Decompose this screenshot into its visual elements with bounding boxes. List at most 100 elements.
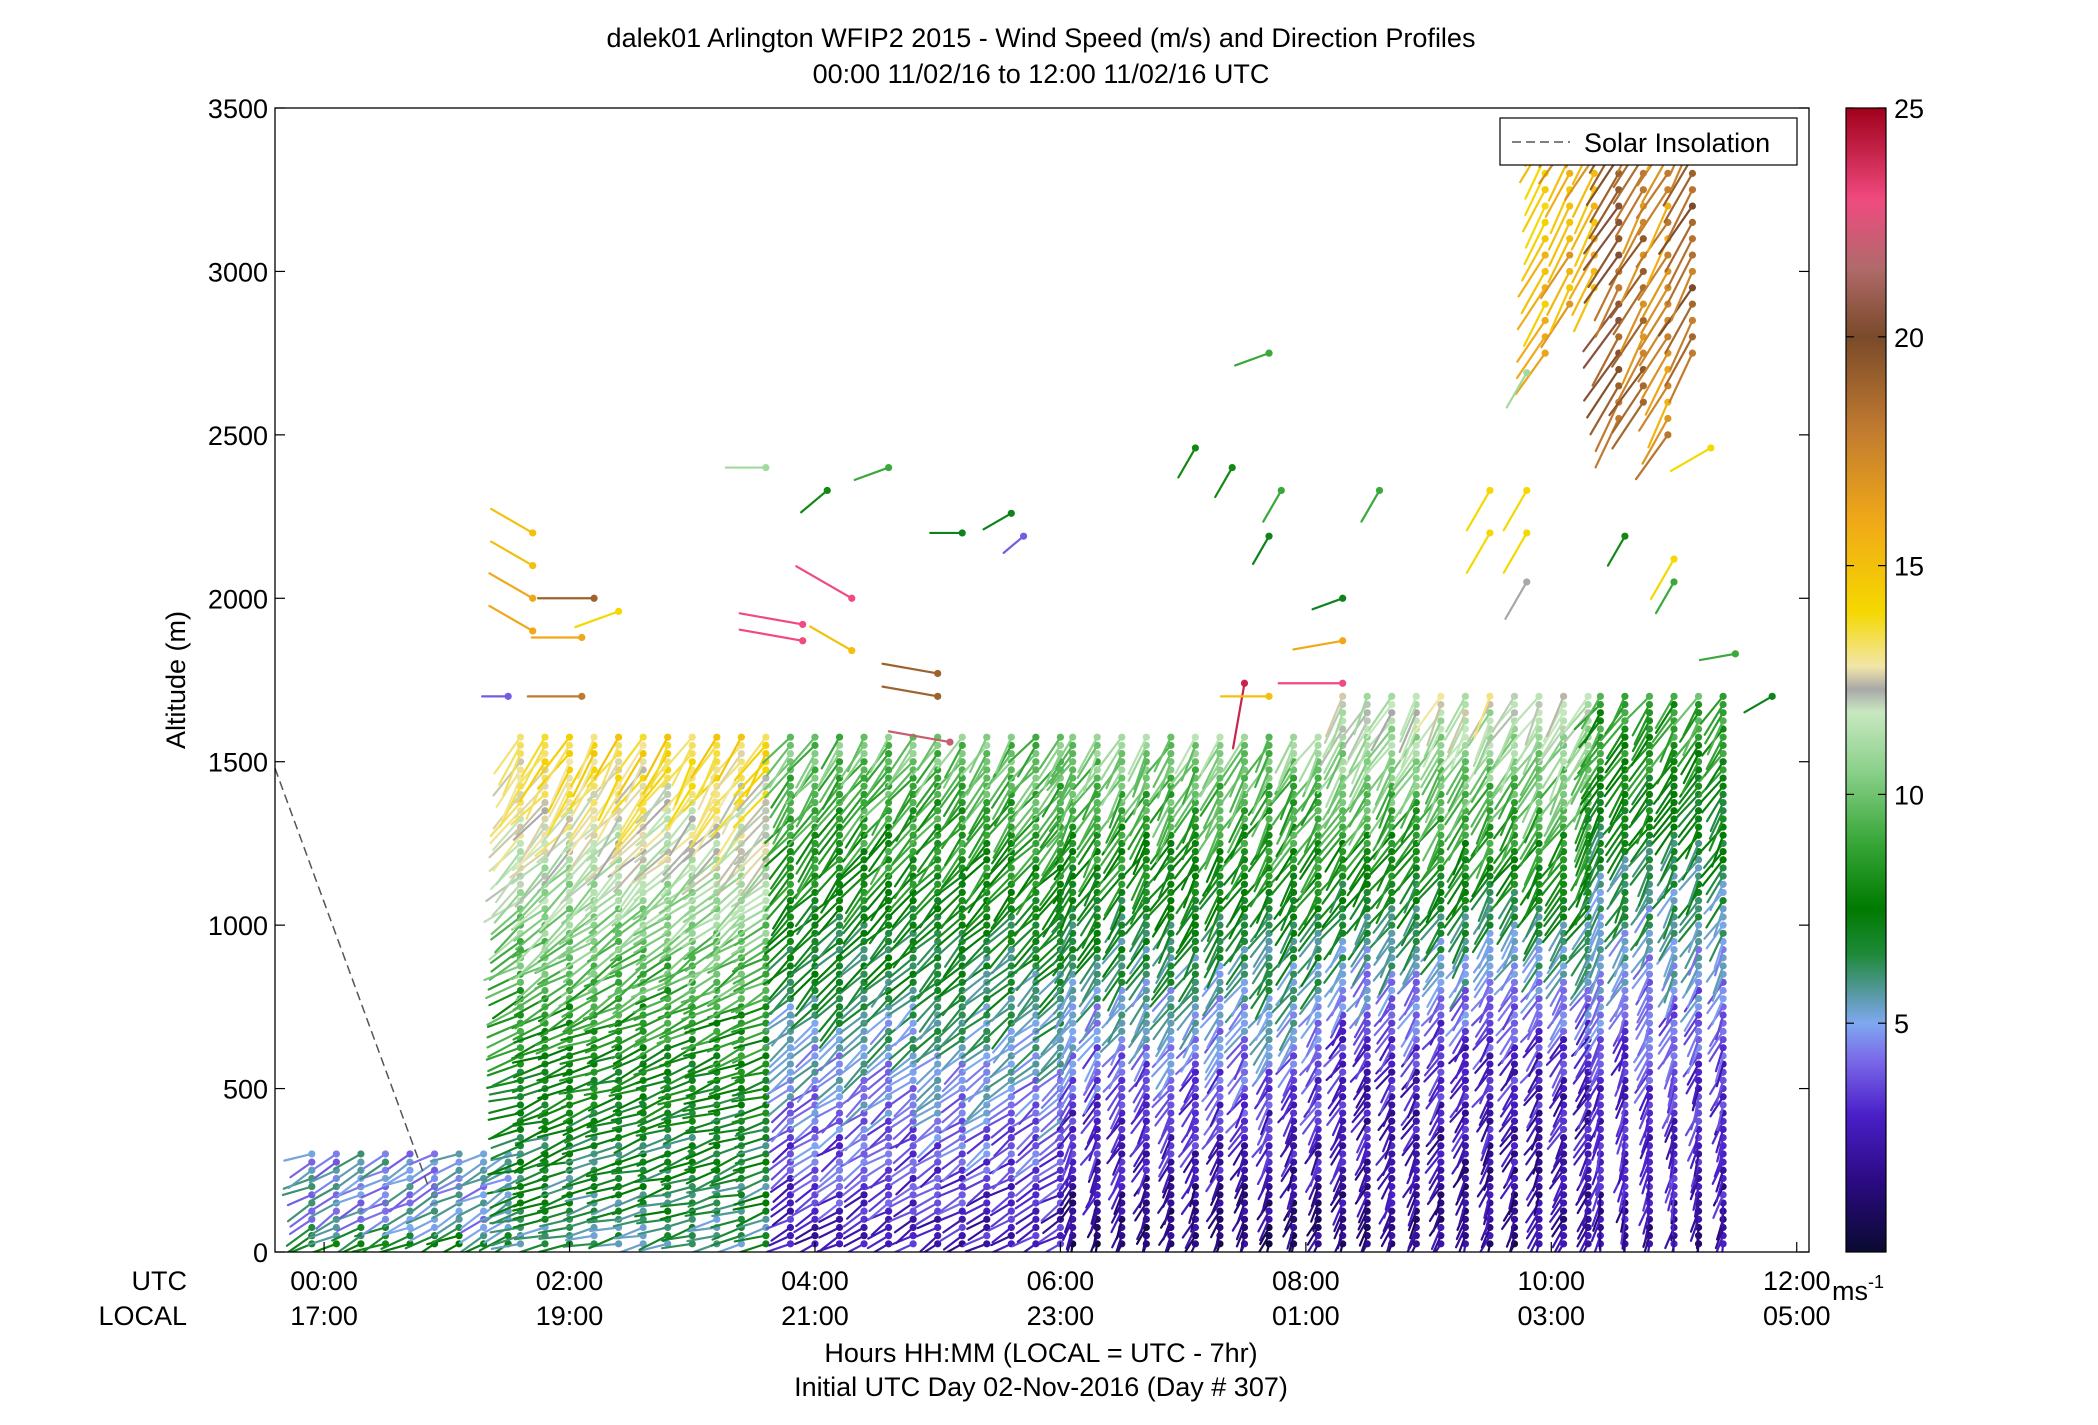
wind-barb <box>314 1158 340 1179</box>
wind-barb <box>484 1191 512 1214</box>
wind-barb <box>585 888 623 917</box>
wind-barb <box>929 529 966 537</box>
wind-barb <box>681 1003 721 1021</box>
wind-barb <box>732 1003 770 1020</box>
wind-barb <box>1583 202 1623 255</box>
wind-barb <box>1606 532 1629 567</box>
wind-barb <box>1214 463 1236 499</box>
wind-barb <box>736 1215 770 1229</box>
x-tick-label-local: 17:00 <box>290 1301 358 1331</box>
wind-barb <box>561 1174 598 1189</box>
wind-barb <box>635 1068 672 1085</box>
wind-barb <box>666 856 696 893</box>
wind-barb <box>512 986 549 1011</box>
wind-barb <box>493 733 525 775</box>
wind-barb <box>534 954 574 974</box>
x-tick-label-utc: 06:00 <box>1027 1266 1095 1296</box>
wind-barb <box>338 1199 365 1220</box>
wind-barb <box>490 1240 525 1250</box>
wind-barb <box>560 782 598 818</box>
wind-barb <box>488 839 525 873</box>
wind-barb <box>715 749 745 791</box>
local-row-label: LOCAL <box>98 1301 187 1331</box>
wind-barb <box>638 1240 672 1252</box>
wind-barb <box>331 1223 365 1242</box>
wind-barb <box>483 962 525 982</box>
solar-insolation-line <box>274 767 430 1187</box>
utc-row-label: UTC <box>132 1266 188 1296</box>
wind-barb <box>311 1240 340 1252</box>
wind-barb <box>662 1215 696 1230</box>
wind-barb <box>485 978 525 1000</box>
wind-barb <box>872 1240 893 1252</box>
wind-barb <box>411 1166 439 1185</box>
x-axis: 00:00 17:00 02:00 19:00 04:00 21:00 06:00 23:00… <box>290 1242 1831 1331</box>
wind-barb <box>800 486 831 514</box>
wind-barb <box>1502 529 1531 574</box>
wind-barb <box>853 463 893 481</box>
wind-barb <box>634 831 672 863</box>
wind-barb <box>408 1150 439 1166</box>
wind-barb <box>551 758 574 803</box>
wind-barb <box>734 1125 770 1137</box>
wind-barb <box>615 1223 647 1240</box>
wind-barb <box>644 733 672 781</box>
wind-barb <box>309 1183 340 1203</box>
wind-barb <box>593 733 623 780</box>
wind-barb <box>560 1093 598 1109</box>
wind-barb <box>515 798 549 836</box>
wind-barb <box>665 807 696 845</box>
wind-barb <box>384 1183 414 1205</box>
wind-barb <box>340 1240 365 1252</box>
wind-barb <box>738 612 807 629</box>
wind-barb <box>548 774 574 818</box>
x-tick-label-local: 01:00 <box>1272 1301 1340 1331</box>
y-tick-label: 1500 <box>208 748 268 778</box>
wind-barb <box>683 970 721 996</box>
wind-barb <box>638 1134 672 1151</box>
wind-barb <box>739 1183 770 1202</box>
wind-barb <box>572 749 598 798</box>
x-tick-label-local: 03:00 <box>1517 1301 1585 1331</box>
wind-barb <box>585 823 623 855</box>
wind-barb <box>637 962 672 987</box>
x-tick-label-utc: 08:00 <box>1272 1266 1340 1296</box>
wind-barb <box>516 1101 549 1122</box>
wind-barb <box>1644 365 1672 416</box>
colorbar-gradient <box>1845 107 1887 1253</box>
wind-barb <box>574 607 623 629</box>
wind-barb <box>516 929 549 964</box>
wind-barb <box>361 1215 390 1236</box>
wind-barb <box>522 815 549 858</box>
wind-barb <box>687 1134 721 1153</box>
wind-barb <box>538 1093 574 1116</box>
wind-barb <box>731 1109 770 1124</box>
wind-barb <box>657 1084 696 1100</box>
wind-barb <box>458 1223 488 1244</box>
wind-barb <box>1647 398 1672 449</box>
wind-barb <box>649 741 672 789</box>
wind-barb <box>657 1117 696 1129</box>
wind-barb <box>730 1019 770 1033</box>
x-tick-label-utc: 02:00 <box>536 1266 604 1296</box>
wind-barb <box>362 1191 390 1214</box>
y-tick-label: 1000 <box>208 911 268 941</box>
wind-barb <box>517 1240 549 1252</box>
wind-barb <box>539 921 574 955</box>
wind-barb <box>671 741 696 787</box>
wind-barb <box>597 774 623 822</box>
wind-barb <box>687 978 721 1008</box>
wind-barb <box>613 782 647 821</box>
wind-barb <box>456 1150 488 1166</box>
wind-barb <box>518 758 549 803</box>
wind-barb <box>285 1223 316 1247</box>
wind-barb <box>708 1191 745 1199</box>
wind-barb <box>409 1223 439 1242</box>
wind-barb <box>575 758 598 803</box>
wind-barb <box>612 1093 647 1113</box>
wind-barb <box>707 1068 745 1084</box>
wind-barb <box>502 749 525 797</box>
wind-barb <box>661 1076 696 1094</box>
wind-barb <box>493 888 525 924</box>
